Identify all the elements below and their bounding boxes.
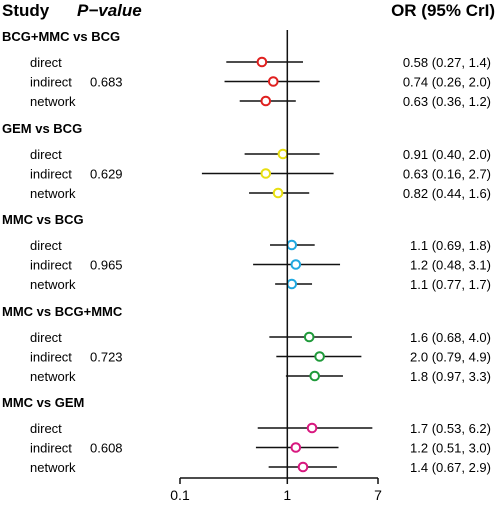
estimate-point (256, 56, 268, 68)
row-label: network (30, 186, 76, 201)
or-ci-text: 1.1 (0.77, 1.7) (410, 277, 491, 292)
pvalue-value: 0.683 (90, 75, 123, 90)
row-label: direct (30, 147, 62, 162)
or-ci-text: 0.74 (0.26, 2.0) (403, 75, 491, 90)
estimate-point (290, 259, 302, 270)
or-ci-text: 0.63 (0.16, 2.7) (403, 167, 491, 182)
estimate-point (297, 461, 309, 473)
row-label: network (30, 277, 76, 292)
comparison-title: MMC vs BCG (2, 212, 84, 227)
comparison-title: BCG+MMC vs BCG (2, 29, 120, 44)
row-label: direct (30, 330, 62, 345)
row-label: indirect (30, 441, 72, 456)
row-label: indirect (30, 258, 72, 273)
x-tick-label: 0.1 (170, 487, 190, 503)
or-ci-text: 1.8 (0.97, 3.3) (410, 369, 491, 384)
estimate-point (286, 239, 298, 251)
pvalue-value: 0.965 (90, 258, 123, 273)
x-tick-label: 7 (374, 487, 382, 503)
comparison-title: MMC vs BCG+MMC (2, 304, 123, 319)
or-ci-text: 1.2 (0.48, 3.1) (410, 258, 491, 273)
estimate-point (267, 76, 279, 87)
or-ci-text: 0.91 (0.40, 2.0) (403, 147, 491, 162)
row-label: indirect (30, 167, 72, 182)
estimate-point (277, 148, 289, 160)
study-header: Study (2, 1, 50, 20)
or-ci-text: 1.1 (0.69, 1.8) (410, 238, 491, 253)
estimate-point (314, 351, 325, 362)
estimate-point (260, 168, 272, 179)
or-ci-text: 1.2 (0.51, 3.0) (410, 441, 491, 456)
row-label: indirect (30, 350, 72, 365)
row-label: indirect (30, 75, 72, 90)
pvalue-value: 0.629 (90, 167, 123, 182)
estimate-point (306, 422, 318, 434)
or-ci-text: 1.6 (0.68, 4.0) (410, 330, 491, 345)
or-ci-text: 1.7 (0.53, 6.2) (410, 421, 491, 436)
row-label: direct (30, 238, 62, 253)
estimate-point (286, 278, 298, 290)
or-ci-text: 1.4 (0.67, 2.9) (410, 460, 491, 475)
row-label: network (30, 460, 76, 475)
estimate-point (290, 442, 302, 453)
pvalue-header: P−value (77, 1, 142, 20)
row-label: direct (30, 421, 62, 436)
pvalue-value: 0.723 (90, 350, 123, 365)
estimate-point (303, 331, 315, 343)
x-tick-label: 1 (283, 487, 291, 503)
row-label: network (30, 94, 76, 109)
or-header: OR (95% CrI) (391, 1, 495, 20)
or-ci-text: 0.82 (0.44, 1.6) (403, 186, 491, 201)
row-label: direct (30, 55, 62, 70)
comparison-title: MMC vs GEM (2, 395, 84, 410)
or-ci-text: 0.63 (0.36, 1.2) (403, 94, 491, 109)
comparison-title: GEM vs BCG (2, 121, 82, 136)
or-ci-text: 2.0 (0.79, 4.9) (410, 350, 491, 365)
pvalue-value: 0.608 (90, 441, 123, 456)
estimate-point (260, 95, 272, 107)
or-ci-text: 0.58 (0.27, 1.4) (403, 55, 491, 70)
estimate-point (309, 370, 321, 382)
row-label: network (30, 369, 76, 384)
estimate-point (272, 187, 284, 199)
